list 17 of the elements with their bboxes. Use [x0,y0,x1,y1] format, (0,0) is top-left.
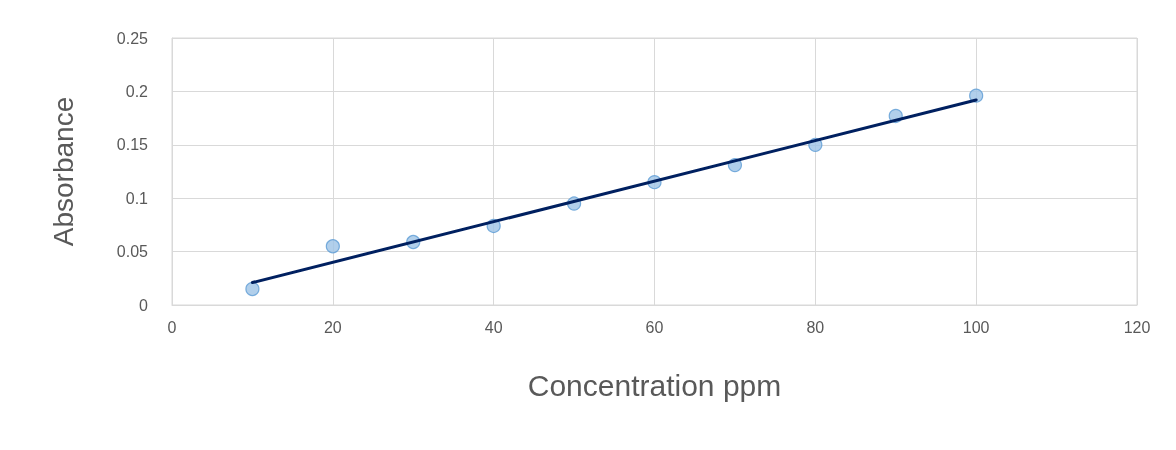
x-tick-label: 0 [167,318,177,336]
point [245,281,260,297]
y-tick-label: 0.15 [116,136,149,154]
point [325,239,340,254]
x-tick-label: 20 [323,318,342,336]
x-tick-label: 100 [962,318,990,336]
y-axis-title: Absorbance [47,96,79,247]
y-tick-label: 0.1 [125,189,149,207]
x-tick-label: 120 [1123,318,1151,336]
y-tick-label: 0.05 [116,243,149,261]
y-tick-label: 0.25 [116,29,149,47]
x-tick-label: 60 [645,318,664,336]
x-axis-title: Concentration ppm [527,368,782,402]
y-tick-label: 0.2 [125,82,149,100]
y-tick-label: 0 [139,296,149,314]
x-tick-label: 80 [806,318,825,336]
x-tick-label: 40 [484,318,503,336]
